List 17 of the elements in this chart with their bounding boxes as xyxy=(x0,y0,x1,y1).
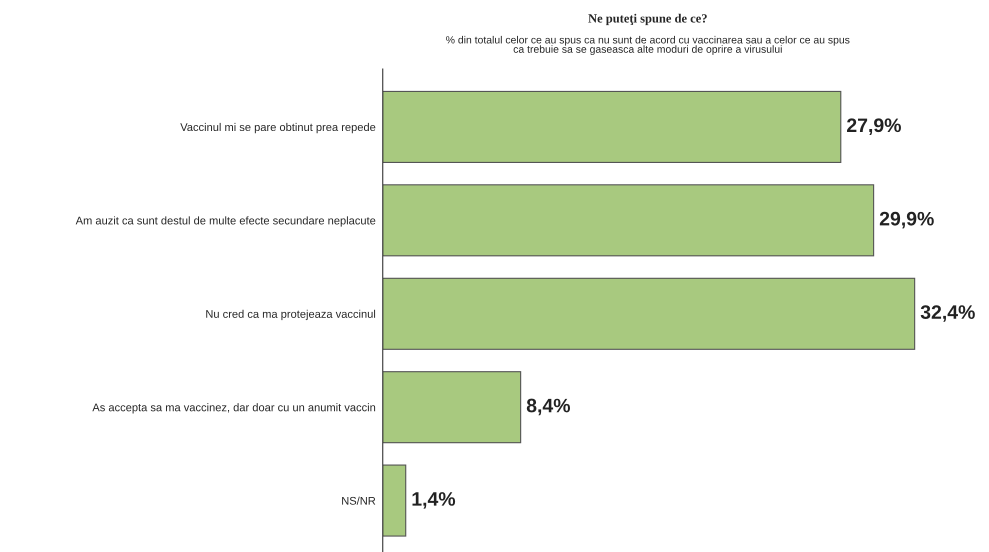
y-tick-label: Am auzit ca sunt destul de multe efecte secundare neplacute xyxy=(76,216,376,227)
bar xyxy=(382,371,522,444)
chart-subtitle: % din totalul celor ce au spus ca nu sunt de acord cu vaccinarea sau a celor ce au spus ca trebuie sa se gaseasca alte moduri de oprire a virusului xyxy=(446,36,850,55)
y-tick-label: Nu cred ca ma protejeaza vaccinul xyxy=(206,310,376,320)
data-label: 32,4% xyxy=(920,305,975,322)
data-label: 29,9% xyxy=(880,212,934,228)
bar xyxy=(382,90,842,163)
data-label: 1,4% xyxy=(412,492,456,509)
data-label: 27,9% xyxy=(847,118,901,135)
chart-title: Ne puteţi spune de ce? xyxy=(588,14,707,26)
bar xyxy=(382,278,916,350)
y-tick-label: NS/NR xyxy=(342,496,376,505)
bar xyxy=(382,464,406,537)
data-label: 8,4% xyxy=(526,398,570,416)
y-tick-label: As accepta sa ma vaccinez, dar doar cu un anumit vaccin xyxy=(92,403,376,414)
y-tick-label: Vaccinul mi se pare obtinut prea repede xyxy=(180,122,376,134)
bar xyxy=(382,184,874,256)
